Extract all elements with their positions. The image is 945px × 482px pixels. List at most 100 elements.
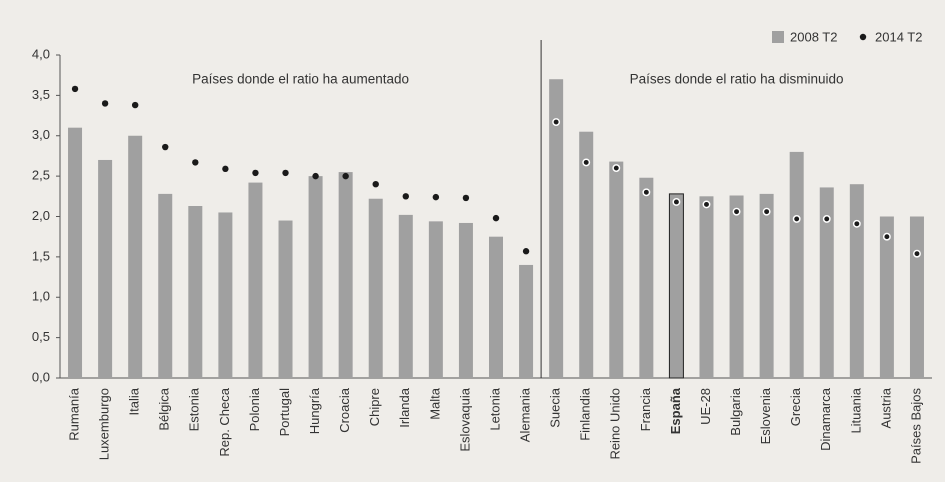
bar	[98, 159, 113, 378]
y-tick-label: 3,0	[32, 127, 50, 142]
bar	[789, 151, 804, 378]
bar	[458, 222, 473, 378]
bar	[909, 216, 924, 378]
x-tick-label: UE-28	[698, 388, 713, 425]
x-tick-label: Suecia	[548, 387, 563, 428]
x-tick-label: Malta	[427, 387, 442, 420]
bar	[668, 193, 684, 379]
bar	[68, 127, 83, 378]
bar	[699, 196, 714, 378]
y-tick-label: 0,0	[32, 369, 50, 384]
x-tick-label: Rumanía	[66, 387, 81, 441]
x-tick-label: Dinamarca	[818, 387, 833, 451]
bar	[188, 206, 203, 378]
x-tick-label: Hungría	[307, 387, 322, 434]
bar	[338, 172, 353, 378]
x-tick-label: Grecia	[788, 387, 803, 426]
x-tick-label: Croacia	[337, 387, 352, 433]
dot	[492, 214, 500, 222]
bar	[579, 131, 594, 378]
bar	[218, 212, 233, 378]
x-tick-label: Finlandia	[578, 387, 593, 441]
bar	[759, 193, 774, 378]
dot	[312, 172, 319, 180]
dot	[852, 219, 861, 228]
dot	[822, 214, 831, 223]
x-tick-label: Eslovaquia	[457, 387, 472, 451]
bar	[819, 187, 834, 378]
bar	[879, 216, 894, 378]
dot	[582, 158, 591, 167]
bar	[519, 264, 534, 378]
y-tick-label: 2,0	[32, 208, 50, 223]
dot	[552, 118, 561, 126]
x-tick-label: Alemania	[518, 387, 533, 442]
legend-swatch	[859, 33, 867, 41]
x-tick-label: Lituania	[848, 387, 863, 433]
dot	[462, 194, 470, 202]
x-tick-label: Portugal	[277, 388, 292, 437]
x-tick-label: Eslovenia	[758, 387, 773, 444]
dot	[792, 214, 801, 223]
dot	[672, 198, 681, 206]
bar	[248, 182, 263, 378]
dot	[71, 85, 79, 93]
x-tick-label: España	[668, 387, 683, 434]
x-tick-label: Reino Unido	[608, 388, 623, 460]
dot	[882, 232, 891, 241]
dot	[282, 169, 289, 177]
bar	[549, 79, 564, 378]
y-tick-label: 0,5	[32, 329, 50, 344]
dot	[913, 249, 921, 258]
legend-swatch	[772, 31, 784, 43]
dot	[732, 207, 741, 216]
x-tick-label: Estonia	[187, 387, 202, 431]
dot	[342, 172, 349, 180]
bar	[729, 195, 744, 378]
x-tick-label: Italia	[127, 387, 142, 415]
dot	[702, 200, 711, 209]
dot	[642, 188, 651, 197]
dot	[131, 101, 139, 109]
dot	[252, 169, 259, 177]
bar	[278, 220, 293, 378]
dot	[192, 159, 199, 166]
dot	[162, 143, 169, 151]
dot	[101, 100, 109, 107]
legend-label: 2014 T2	[875, 29, 922, 44]
y-tick-label: 1,0	[32, 289, 50, 304]
bar	[428, 221, 443, 378]
dot	[762, 207, 771, 216]
x-tick-label: Austria	[878, 387, 893, 428]
x-tick-label: Irlanda	[397, 387, 412, 428]
x-tick-label: Chipre	[367, 388, 382, 426]
x-tick-label: Bulgaria	[728, 387, 743, 435]
bar	[489, 236, 503, 378]
y-tick-label: 3,5	[32, 87, 50, 102]
dot	[222, 165, 229, 173]
y-tick-label: 4,0	[32, 46, 50, 61]
x-tick-label: Polonia	[247, 387, 262, 431]
bar	[368, 198, 383, 378]
x-tick-label: Letonia	[487, 387, 502, 430]
y-tick-label: 2,5	[32, 168, 50, 183]
bar	[158, 193, 173, 378]
bar	[639, 177, 654, 378]
bar	[849, 184, 864, 378]
x-tick-label: Países Bajos	[908, 388, 923, 464]
y-tick-label: 1,5	[32, 248, 50, 263]
bar	[609, 161, 624, 378]
x-tick-label: Francia	[638, 387, 653, 431]
dot	[522, 248, 530, 255]
bar	[398, 214, 413, 378]
x-tick-label: Luxemburgo	[97, 388, 112, 460]
bar	[308, 176, 323, 378]
x-tick-label: Rep. Checa	[217, 387, 232, 456]
legend-label: 2008 T2	[790, 29, 837, 44]
x-tick-label: Bélgica	[157, 387, 172, 430]
dot	[402, 193, 409, 200]
dot	[372, 181, 379, 188]
annotation: Países donde el ratio ha aumentado	[192, 72, 409, 87]
bar	[128, 135, 143, 378]
